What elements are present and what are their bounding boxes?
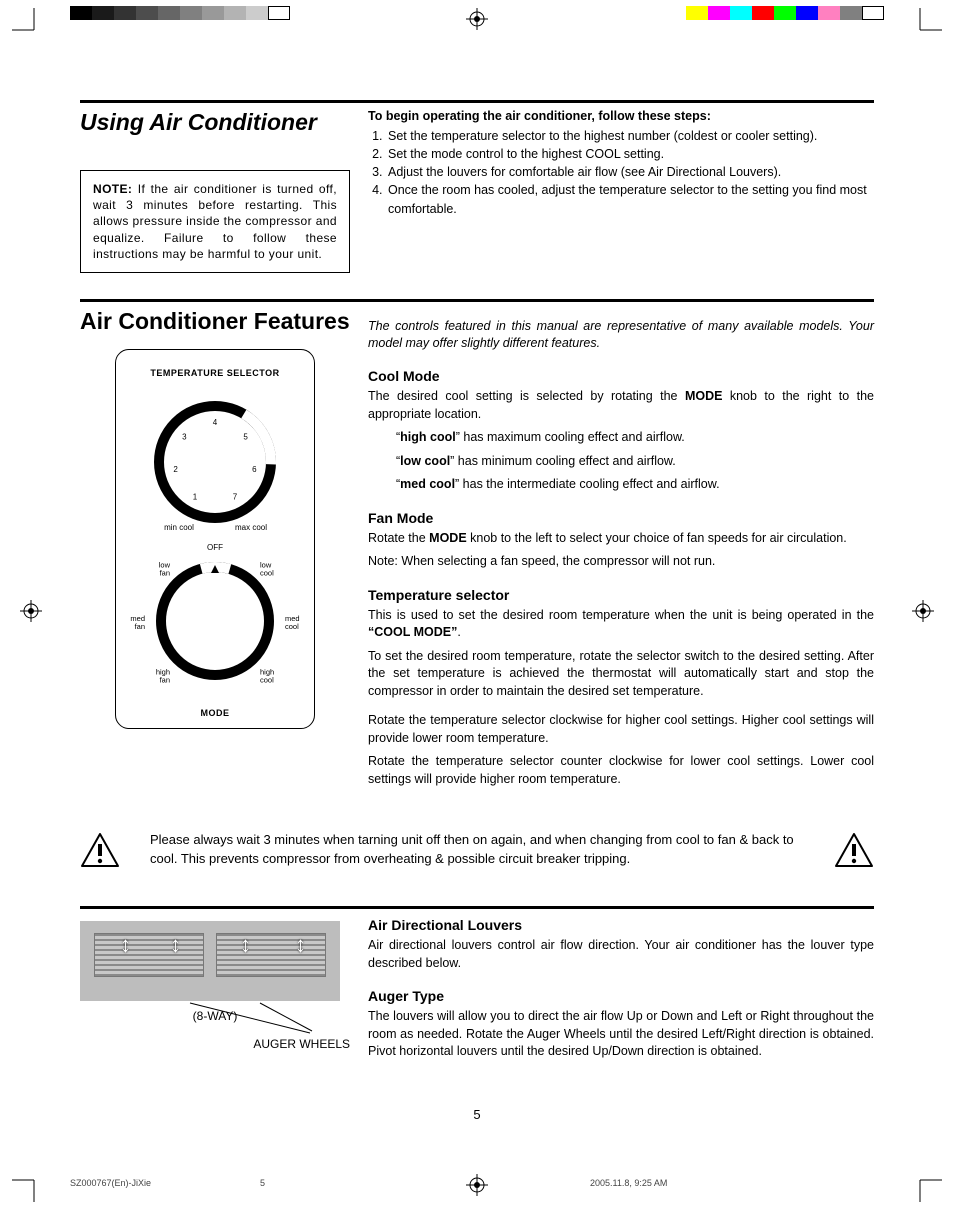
steps-list: Set the temperature selector to the high… bbox=[372, 127, 874, 218]
step-item: Set the temperature selector to the high… bbox=[386, 127, 874, 145]
cool-mode-p1: The desired cool setting is selected by … bbox=[368, 388, 874, 423]
heading-auger: Auger Type bbox=[368, 988, 874, 1004]
heading-fan-mode: Fan Mode bbox=[368, 510, 874, 526]
crop-mark-tr bbox=[912, 8, 942, 38]
swatch bbox=[752, 6, 774, 20]
note-label: NOTE: bbox=[93, 182, 132, 196]
caution-icon bbox=[80, 830, 120, 870]
swatch bbox=[136, 6, 158, 20]
section-rule bbox=[80, 100, 874, 103]
note-box: NOTE: If the air conditioner is turned o… bbox=[80, 170, 350, 273]
step-item: Once the room has cooled, adjust the tem… bbox=[386, 181, 874, 217]
svg-text:max cool: max cool bbox=[235, 523, 267, 532]
swatch bbox=[202, 6, 224, 20]
footer-doc-id: SZ000767(En)-JiXie bbox=[70, 1178, 151, 1188]
cool-mode-bullet: “high cool” has maximum cooling effect a… bbox=[368, 429, 874, 447]
swatch bbox=[686, 6, 708, 20]
crop-mark-bl bbox=[12, 1172, 42, 1202]
mode-dial-diagram: OFF lowfanmedfanhighfan lowcoolmedcoolhi… bbox=[130, 536, 300, 706]
temp-sel-p3: Rotate the temperature selector clockwis… bbox=[368, 712, 874, 747]
svg-text:3: 3 bbox=[182, 432, 187, 441]
crop-mark-tl bbox=[12, 8, 42, 38]
heading-louvers: Air Directional Louvers bbox=[368, 917, 874, 933]
louvers-p: Air directional louvers control air flow… bbox=[368, 937, 874, 972]
registration-mark-right bbox=[912, 600, 934, 622]
cool-mode-bullet: “low cool” has minimum cooling effect an… bbox=[368, 453, 874, 471]
swatch bbox=[70, 6, 92, 20]
svg-text:5: 5 bbox=[243, 432, 248, 441]
footer-timestamp: 2005.11.8, 9:25 AM bbox=[590, 1178, 667, 1188]
swatch bbox=[840, 6, 862, 20]
svg-text:fan: fan bbox=[160, 568, 170, 577]
louver-diagram: ↕ ↕ ↕ ↕ (8-WAY) AUGER WHEELS bbox=[80, 921, 350, 1051]
section-rule bbox=[80, 299, 874, 302]
swatch bbox=[774, 6, 796, 20]
swatch bbox=[114, 6, 136, 20]
swatch bbox=[224, 6, 246, 20]
top-registration-row bbox=[0, 0, 954, 40]
crop-mark-br bbox=[912, 1172, 942, 1202]
svg-text:4: 4 bbox=[213, 418, 218, 427]
section-using-ac: Using Air Conditioner NOTE: If the air c… bbox=[80, 107, 874, 273]
caution-icon bbox=[834, 830, 874, 870]
fan-mode-p2: Note: When selecting a fan speed, the co… bbox=[368, 553, 874, 571]
temp-sel-p4: Rotate the temperature selector counter … bbox=[368, 753, 874, 788]
section-louvers: ↕ ↕ ↕ ↕ (8-WAY) AUGER WHEELS Air Directi… bbox=[80, 913, 874, 1067]
registration-mark-left bbox=[20, 600, 42, 622]
panel-bottom-label: MODE bbox=[120, 708, 310, 718]
swatch bbox=[180, 6, 202, 20]
grayscale-swatches bbox=[70, 6, 290, 20]
section-features: Air Conditioner Features TEMPERATURE SEL… bbox=[80, 306, 874, 794]
registration-mark-bottom bbox=[466, 1174, 488, 1196]
panel-top-label: TEMPERATURE SELECTOR bbox=[120, 368, 310, 378]
heading-temp-selector: Temperature selector bbox=[368, 587, 874, 603]
swatch bbox=[246, 6, 268, 20]
page: Using Air Conditioner NOTE: If the air c… bbox=[0, 0, 954, 1212]
svg-text:fan: fan bbox=[135, 622, 145, 631]
footer-page: 5 bbox=[260, 1178, 265, 1188]
auger-p: The louvers will allow you to direct the… bbox=[368, 1008, 874, 1061]
svg-text:min cool: min cool bbox=[164, 523, 194, 532]
svg-text:cool: cool bbox=[260, 568, 274, 577]
svg-text:fan: fan bbox=[160, 676, 170, 685]
swatch bbox=[92, 6, 114, 20]
heading-cool-mode: Cool Mode bbox=[368, 368, 874, 384]
page-number: 5 bbox=[80, 1107, 874, 1122]
svg-text:1: 1 bbox=[193, 493, 198, 502]
footer-row: SZ000767(En)-JiXie 5 2005.11.8, 9:25 AM bbox=[0, 1172, 954, 1212]
swatch bbox=[708, 6, 730, 20]
steps-intro: To begin operating the air conditioner, … bbox=[368, 109, 874, 123]
registration-mark-top bbox=[466, 8, 488, 30]
features-italic-note: The controls featured in this manual are… bbox=[368, 318, 874, 352]
temperature-dial-diagram: 1 2 3 4 5 6 7 min cool max cool bbox=[135, 382, 295, 542]
step-item: Adjust the louvers for comfortable air f… bbox=[386, 163, 874, 181]
svg-text:6: 6 bbox=[252, 465, 257, 474]
swatch bbox=[268, 6, 290, 20]
cool-mode-bullet: “med cool” has the intermediate cooling … bbox=[368, 476, 874, 494]
warning-text: Please always wait 3 minutes when tarnin… bbox=[150, 831, 804, 869]
louver-caption-8way: (8-WAY) bbox=[80, 1009, 350, 1023]
swatch bbox=[158, 6, 180, 20]
heading-using-ac: Using Air Conditioner bbox=[80, 109, 350, 136]
temp-sel-p1: This is used to set the desired room tem… bbox=[368, 607, 874, 642]
svg-text:OFF: OFF bbox=[207, 543, 223, 552]
swatch bbox=[796, 6, 818, 20]
louver-caption-auger: AUGER WHEELS bbox=[80, 1037, 350, 1051]
page-content: Using Air Conditioner NOTE: If the air c… bbox=[0, 40, 954, 1152]
swatch bbox=[730, 6, 752, 20]
svg-text:cool: cool bbox=[285, 622, 299, 631]
fan-mode-p1: Rotate the MODE knob to the left to sele… bbox=[368, 530, 874, 548]
swatch bbox=[862, 6, 884, 20]
warning-row: Please always wait 3 minutes when tarnin… bbox=[80, 830, 874, 870]
svg-text:cool: cool bbox=[260, 676, 274, 685]
heading-features: Air Conditioner Features bbox=[80, 308, 350, 335]
svg-text:2: 2 bbox=[173, 465, 178, 474]
temp-sel-p2: To set the desired room temperature, rot… bbox=[368, 648, 874, 701]
section-rule bbox=[80, 906, 874, 909]
color-swatches bbox=[686, 6, 884, 20]
swatch bbox=[818, 6, 840, 20]
step-item: Set the mode control to the highest COOL… bbox=[386, 145, 874, 163]
svg-text:7: 7 bbox=[233, 493, 238, 502]
control-panel-diagram: TEMPERATURE SELECTOR 1 2 3 4 5 6 7 min cool ma… bbox=[115, 349, 315, 729]
